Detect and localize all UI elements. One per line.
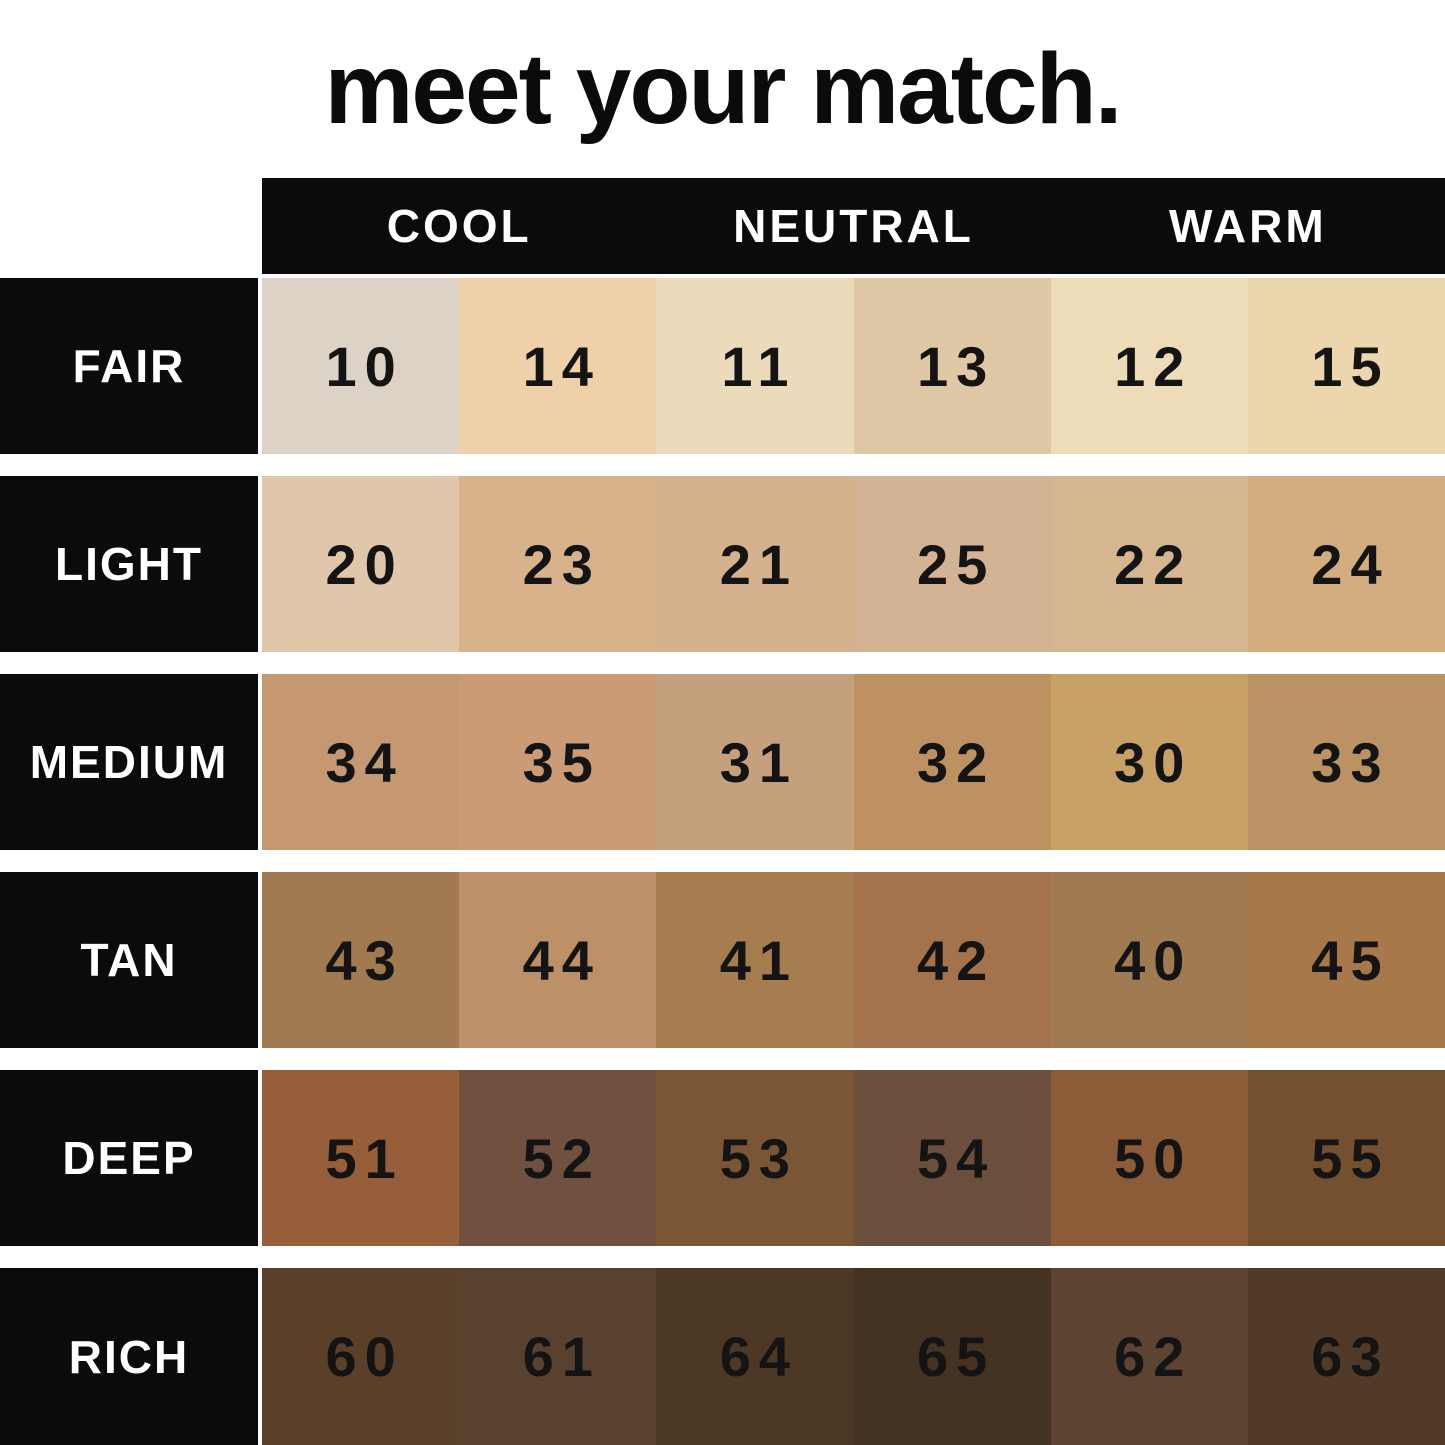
- shade-swatch-53: 53: [656, 1070, 854, 1246]
- table-row-medium: MEDIUM 34 35 31 32 30 33: [0, 674, 1445, 850]
- shade-swatch-24: 24: [1247, 476, 1445, 652]
- shade-swatch-31: 31: [656, 674, 854, 850]
- table-row-deep: DEEP 51 52 53 54 50 55: [0, 1070, 1445, 1246]
- shade-swatch-51: 51: [262, 1070, 460, 1246]
- undertone-header-bar: COOL NEUTRAL WARM: [262, 178, 1445, 274]
- page-title: meet your match.: [324, 32, 1122, 145]
- shade-swatch-65: 65: [853, 1268, 1051, 1445]
- shade-swatch-21: 21: [656, 476, 854, 652]
- shade-swatch-43: 43: [262, 872, 460, 1048]
- row-label-fair: FAIR: [0, 278, 258, 454]
- shade-swatch-62: 62: [1050, 1268, 1248, 1445]
- shade-swatch-33: 33: [1247, 674, 1445, 850]
- shade-swatch-30: 30: [1050, 674, 1248, 850]
- row-label-deep: DEEP: [0, 1070, 258, 1246]
- shade-swatch-20: 20: [262, 476, 460, 652]
- shade-swatch-34: 34: [262, 674, 460, 850]
- shade-swatch-11: 11: [656, 278, 854, 454]
- table-row-tan: TAN 43 44 41 42 40 45: [0, 872, 1445, 1048]
- shade-swatch-63: 63: [1247, 1268, 1445, 1445]
- shade-table: FAIR 10 14 11 13 12 15 LIGHT 20 23 21 25 22 24 MEDIUM 3…: [0, 278, 1445, 1445]
- shade-swatch-13: 13: [853, 278, 1051, 454]
- table-row-light: LIGHT 20 23 21 25 22 24: [0, 476, 1445, 652]
- shade-swatch-14: 14: [459, 278, 657, 454]
- shade-swatch-40: 40: [1050, 872, 1248, 1048]
- shade-swatch-15: 15: [1247, 278, 1445, 454]
- row-label-medium: MEDIUM: [0, 674, 258, 850]
- undertone-header-warm: WARM: [1169, 200, 1327, 252]
- shade-swatch-25: 25: [853, 476, 1051, 652]
- shade-swatch-12: 12: [1050, 278, 1248, 454]
- shade-swatch-42: 42: [853, 872, 1051, 1048]
- row-label-rich: RICH: [0, 1268, 258, 1445]
- shade-swatch-45: 45: [1247, 872, 1445, 1048]
- row-label-tan: TAN: [0, 872, 258, 1048]
- shade-swatch-54: 54: [853, 1070, 1051, 1246]
- table-row-rich: RICH 60 61 64 65 62 63: [0, 1268, 1445, 1445]
- shade-swatch-60: 60: [262, 1268, 460, 1445]
- row-label-light: LIGHT: [0, 476, 258, 652]
- shade-swatch-52: 52: [459, 1070, 657, 1246]
- shade-swatch-41: 41: [656, 872, 854, 1048]
- shade-swatch-55: 55: [1247, 1070, 1445, 1246]
- shade-swatch-44: 44: [459, 872, 657, 1048]
- shade-swatch-61: 61: [459, 1268, 657, 1445]
- shade-swatch-64: 64: [656, 1268, 854, 1445]
- table-row-fair: FAIR 10 14 11 13 12 15: [0, 278, 1445, 454]
- undertone-header-cool: COOL: [386, 200, 532, 252]
- shade-swatch-32: 32: [853, 674, 1051, 850]
- shade-swatch-35: 35: [459, 674, 657, 850]
- shade-swatch-10: 10: [262, 278, 460, 454]
- shade-swatch-23: 23: [459, 476, 657, 652]
- undertone-header-neutral: NEUTRAL: [733, 200, 974, 252]
- shade-swatch-50: 50: [1050, 1070, 1248, 1246]
- shade-swatch-22: 22: [1050, 476, 1248, 652]
